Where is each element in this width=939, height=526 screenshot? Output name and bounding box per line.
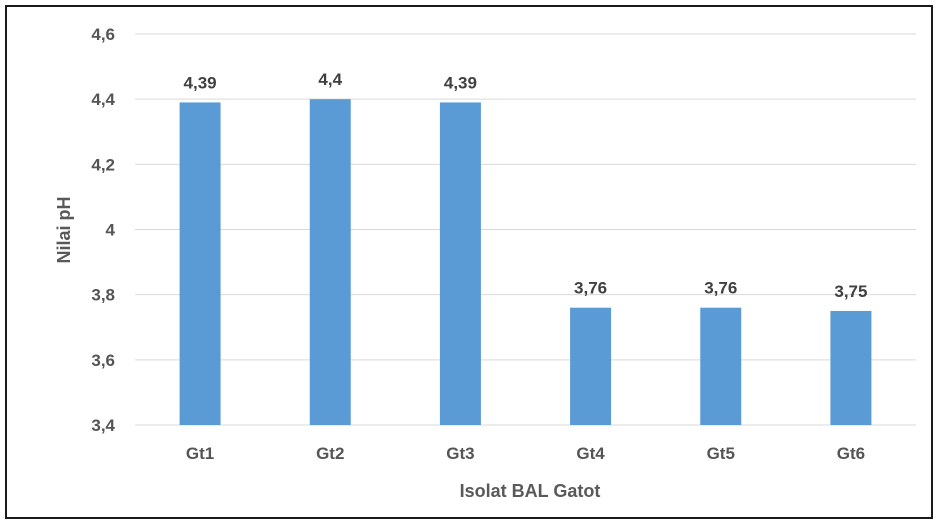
bar-gt4: [570, 307, 612, 425]
y-tick-label: 3,4: [91, 416, 115, 435]
x-tick-label: Gt3: [446, 444, 474, 463]
y-tick-label: 4,6: [91, 25, 115, 44]
y-axis-title: Nilai pH: [54, 196, 74, 263]
x-tick-label: Gt1: [186, 444, 214, 463]
x-tick-label: Gt2: [316, 444, 344, 463]
x-tick-label: Gt4: [576, 444, 605, 463]
bar-gt3: [439, 102, 481, 426]
bar-gt5: [700, 307, 742, 425]
x-axis-ticks: Gt1 Gt2 Gt3 Gt4 Gt5 Gt6: [186, 444, 865, 463]
data-label-gt6: 3,75: [834, 282, 867, 301]
y-tick-label: 4: [106, 221, 116, 240]
data-label-gt1: 4,39: [184, 73, 217, 92]
x-tick-label: Gt5: [707, 444, 735, 463]
bar-gt1: [179, 102, 221, 426]
data-label-gt3: 4,39: [444, 73, 477, 92]
bar-gt6: [830, 310, 872, 425]
x-tick-label: Gt6: [837, 444, 865, 463]
x-axis-title: Isolat BAL Gatot: [460, 481, 601, 501]
y-tick-label: 4,2: [91, 155, 115, 174]
data-labels: 4,39 4,4 4,39 3,76 3,76 3,75: [184, 70, 868, 301]
y-tick-label: 3,8: [91, 286, 115, 305]
y-tick-label: 3,6: [91, 351, 115, 370]
y-tick-label: 4,4: [91, 90, 115, 109]
data-label-gt5: 3,76: [704, 279, 737, 298]
gridlines: [135, 33, 916, 426]
bars: [179, 99, 872, 426]
y-axis-ticks: 3,4 3,6 3,8 4 4,2 4,4 4,6: [91, 25, 115, 435]
bar-gt2: [309, 99, 351, 426]
data-label-gt4: 3,76: [574, 279, 607, 298]
data-label-gt2: 4,4: [318, 70, 342, 89]
